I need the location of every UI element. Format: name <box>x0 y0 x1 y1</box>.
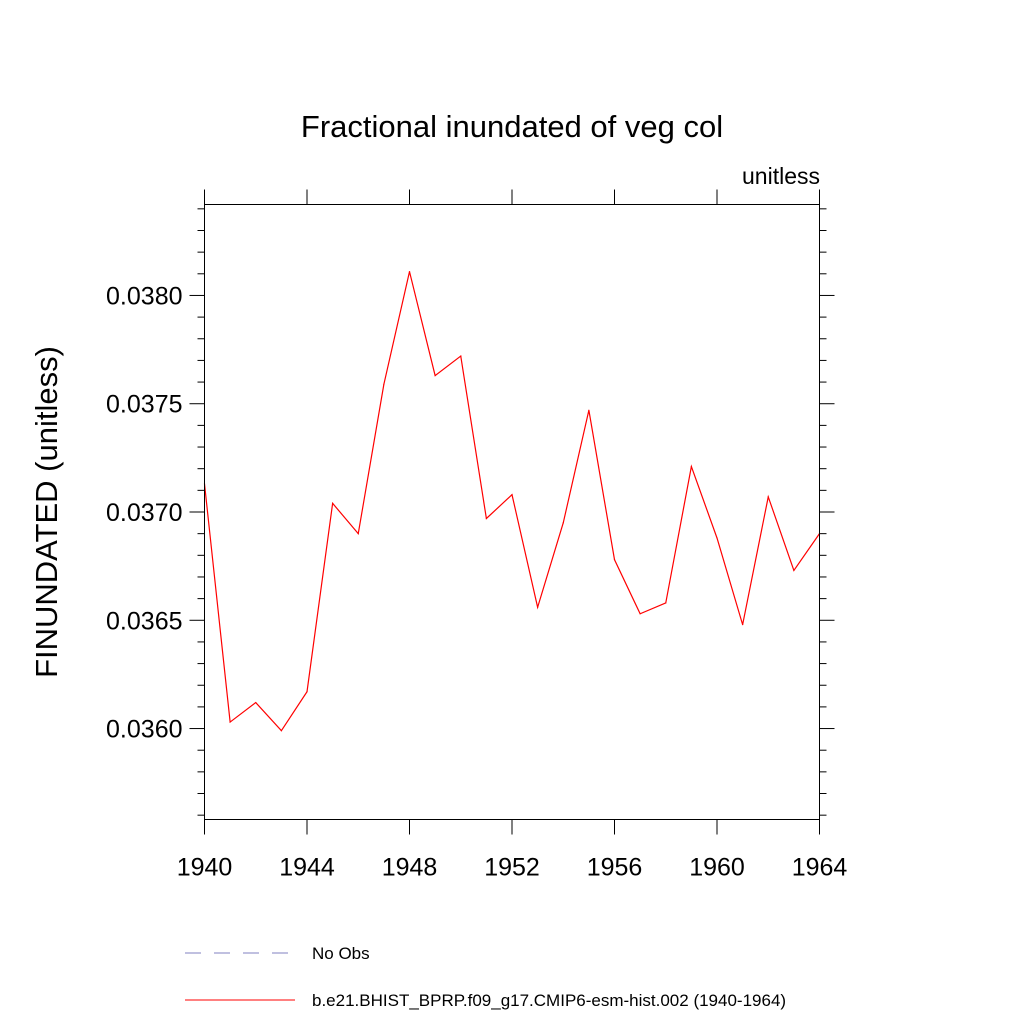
x-tick-label: 1956 <box>587 854 643 882</box>
series-line <box>203 271 820 732</box>
data-point <box>485 517 487 520</box>
legend: No Obs b.e21.BHIST_BPRP.f09_g17.CMIP6-esm… <box>185 944 786 1010</box>
series-lines <box>203 271 821 732</box>
data-point <box>793 569 795 572</box>
x-tick-label: 1944 <box>279 854 335 882</box>
y-tick-label: 0.0360 <box>106 716 182 744</box>
x-tick-label: 1964 <box>792 854 848 882</box>
data-point <box>639 613 641 615</box>
data-point <box>306 691 308 693</box>
chart-title: Fractional inundated of veg col <box>301 109 723 144</box>
plot-frame <box>204 204 820 820</box>
data-point <box>767 496 769 498</box>
data-point <box>511 494 513 496</box>
data-point <box>460 355 462 357</box>
data-point <box>613 559 616 561</box>
x-tick-label: 1948 <box>382 854 438 882</box>
x-tick-label: 1960 <box>689 854 745 882</box>
data-point <box>742 624 744 626</box>
data-point <box>255 701 257 704</box>
y-axis-label: FINUNDATED (unitless) <box>29 346 64 678</box>
data-point <box>332 502 334 504</box>
data-point <box>588 409 590 411</box>
data-point <box>357 533 359 535</box>
data-point <box>690 465 692 468</box>
data-point <box>434 374 436 377</box>
y-tick-label: 0.0370 <box>106 499 182 527</box>
data-point <box>383 383 385 385</box>
data-point <box>229 721 231 723</box>
data-point <box>537 606 539 608</box>
x-tick-label: 1940 <box>177 854 233 882</box>
y-tick-label: 0.0380 <box>106 282 182 310</box>
legend-label: No Obs <box>312 944 370 963</box>
data-point <box>408 271 411 273</box>
data-point <box>716 537 718 539</box>
y-tick-label: 0.0365 <box>106 607 182 635</box>
axis-ticks <box>189 189 835 835</box>
x-tick-labels: 1940 1944 1948 1952 1956 1960 1964 <box>177 854 848 882</box>
y-tick-labels: 0.0360 0.0365 0.0370 0.0375 0.0380 <box>106 282 182 743</box>
chart-subtitle-right: unitless <box>742 163 820 189</box>
data-point <box>562 522 564 524</box>
y-tick-label: 0.0375 <box>106 391 182 419</box>
legend-label: b.e21.BHIST_BPRP.f09_g17.CMIP6-esm-hist.… <box>312 991 786 1010</box>
data-point <box>665 602 667 604</box>
x-tick-label: 1952 <box>484 854 540 882</box>
data-point <box>280 730 282 732</box>
